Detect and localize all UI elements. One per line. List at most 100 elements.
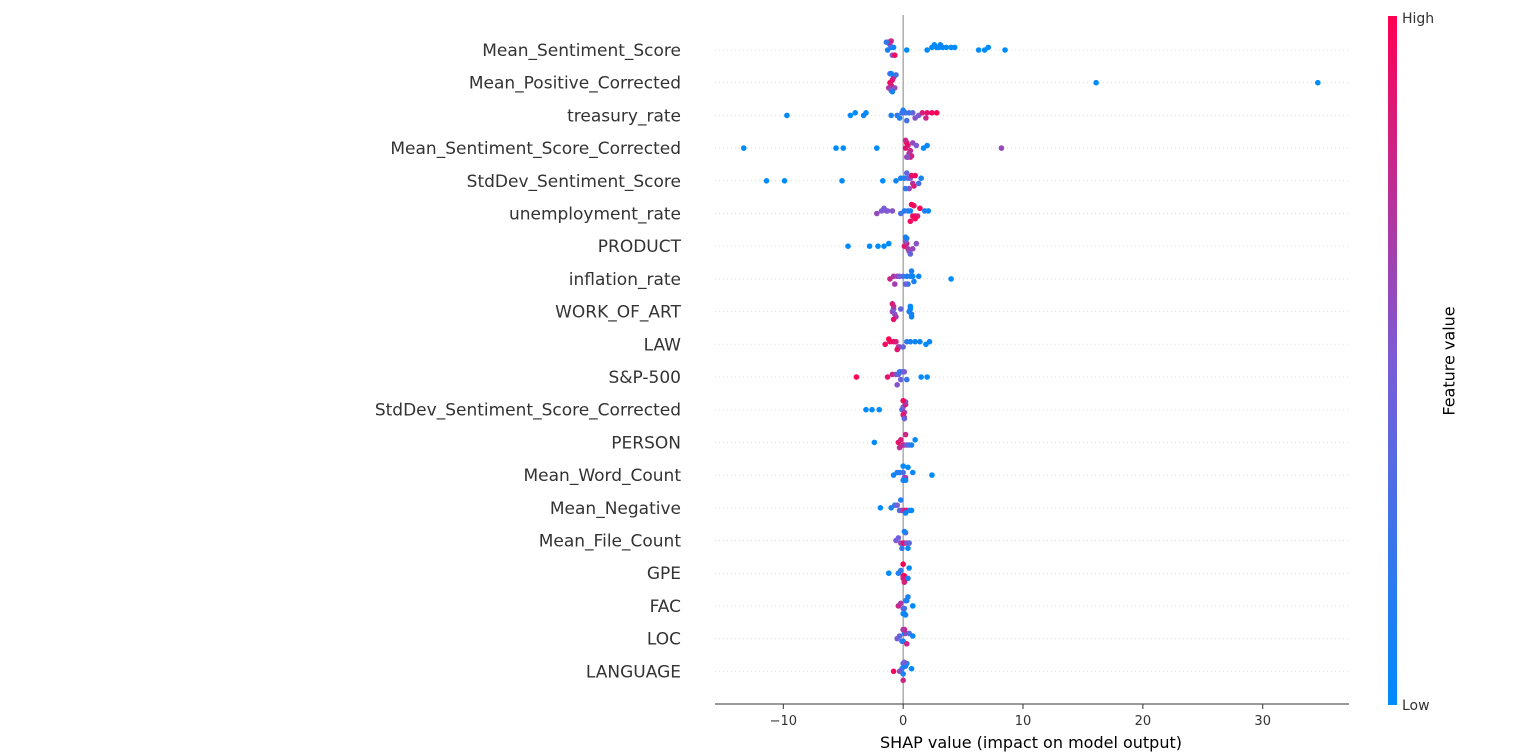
data-point <box>863 406 869 413</box>
data-point <box>998 145 1005 151</box>
data-point <box>902 612 909 618</box>
data-point <box>908 665 915 672</box>
x-axis-title: SHAP value (impact on model output) <box>880 733 1182 752</box>
data-point <box>902 510 909 516</box>
feature-label: unemployment_rate <box>509 205 681 225</box>
feature-label: Mean_Negative <box>550 499 681 519</box>
feature-label: PERSON <box>611 433 681 453</box>
data-point <box>926 338 933 345</box>
data-point <box>929 110 935 116</box>
feature-label: S&P-500 <box>608 368 681 388</box>
feature-label: Mean_Sentiment_Score <box>482 41 681 61</box>
colorbar-title: Feature value <box>1440 306 1459 415</box>
feature-label: Mean_Positive_Corrected <box>469 74 681 94</box>
data-point <box>885 336 892 342</box>
data-point <box>912 115 918 121</box>
x-tick-label: −10 <box>770 714 797 729</box>
data-point <box>897 600 904 607</box>
data-point <box>918 374 924 380</box>
data-point <box>909 110 916 116</box>
data-point <box>866 243 873 249</box>
data-point <box>905 464 911 471</box>
data-point <box>908 201 915 208</box>
data-point <box>847 112 854 119</box>
data-point <box>908 314 915 320</box>
data-point <box>893 178 899 184</box>
data-point <box>893 72 899 78</box>
data-point <box>908 442 915 448</box>
data-point <box>885 240 892 247</box>
data-point <box>901 579 908 585</box>
data-point <box>889 88 896 95</box>
data-point <box>740 145 747 151</box>
data-point <box>905 575 911 582</box>
data-point <box>900 626 906 633</box>
x-tick-label: 30 <box>1254 714 1271 729</box>
data-point <box>923 115 929 121</box>
data-point <box>901 369 908 375</box>
data-point <box>902 281 909 287</box>
feature-label: FAC <box>650 597 681 617</box>
colorbar <box>1388 16 1397 705</box>
data-point <box>933 110 940 116</box>
data-point <box>875 243 881 249</box>
data-point <box>876 406 882 413</box>
data-point <box>908 507 915 514</box>
feature-label: Mean_Word_Count <box>524 466 682 486</box>
data-point <box>900 344 906 350</box>
data-point <box>852 110 859 116</box>
feature-label: treasury_rate <box>567 106 681 126</box>
data-point <box>985 44 992 51</box>
data-point <box>839 178 845 184</box>
data-point <box>873 145 880 151</box>
data-point <box>905 154 911 160</box>
data-point <box>763 178 770 184</box>
data-point <box>891 52 898 58</box>
colorbar-low-label: Low <box>1402 698 1430 714</box>
data-point <box>901 415 908 422</box>
data-point <box>897 376 904 383</box>
data-point <box>912 437 918 443</box>
data-point <box>893 338 899 345</box>
feature-label: LANGUAGE <box>586 662 681 682</box>
data-point <box>925 208 932 214</box>
data-point <box>869 406 875 413</box>
data-point <box>906 540 912 546</box>
data-point <box>909 246 916 252</box>
data-point <box>907 303 914 310</box>
data-point <box>890 316 897 323</box>
feature-label: Mean_Sentiment_Score_Corrected <box>390 139 681 159</box>
data-point <box>1315 79 1321 86</box>
data-point <box>891 281 898 287</box>
data-point <box>895 535 902 541</box>
data-point <box>907 218 914 225</box>
data-point <box>902 477 909 484</box>
feature-label: Mean_File_Count <box>539 532 682 552</box>
data-point <box>896 633 903 639</box>
data-point <box>879 178 886 184</box>
data-point <box>900 677 906 684</box>
data-point <box>873 210 880 217</box>
data-point <box>845 243 851 249</box>
data-point <box>901 605 908 612</box>
data-point <box>924 142 930 149</box>
data-point <box>975 47 982 53</box>
x-tick-label: 20 <box>1135 714 1152 729</box>
data-point <box>863 110 869 116</box>
data-point <box>900 397 906 404</box>
data-point <box>897 497 904 503</box>
data-point <box>948 276 954 282</box>
data-point <box>919 110 926 116</box>
data-point <box>1002 47 1008 53</box>
data-point <box>894 382 900 388</box>
data-point <box>924 110 930 116</box>
data-point <box>900 107 906 113</box>
data-point <box>903 47 910 53</box>
data-point <box>931 42 938 48</box>
data-point <box>840 145 847 151</box>
feature-label: GPE <box>647 564 681 584</box>
data-point <box>888 112 894 119</box>
data-point <box>902 234 909 240</box>
data-point <box>906 565 912 571</box>
data-point <box>784 112 790 119</box>
